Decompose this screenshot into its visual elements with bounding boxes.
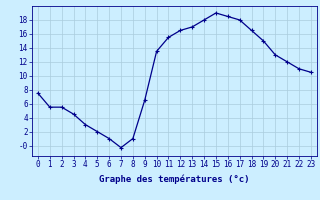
X-axis label: Graphe des températures (°c): Graphe des températures (°c) — [99, 175, 250, 184]
